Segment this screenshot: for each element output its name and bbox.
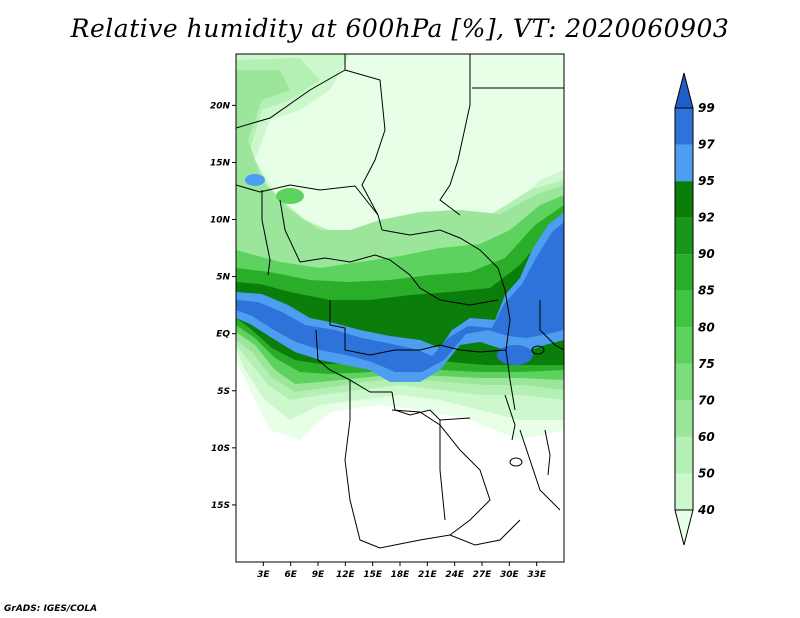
colorbar-outline bbox=[674, 107, 694, 511]
colorbar-level-label: 75 bbox=[698, 357, 715, 371]
colorbar: 40 50 60 70 75 80 85 90 92 95 97 99 bbox=[674, 72, 715, 546]
lon-tick-label: 30E bbox=[500, 570, 520, 580]
lon-tick-label: 6E bbox=[284, 570, 297, 580]
lat-tick-label: 5S bbox=[217, 387, 230, 397]
colorbar-level-label: 95 bbox=[698, 174, 715, 188]
footer-credit: GrADS: IGES/COLA bbox=[4, 604, 98, 614]
colorbar-upper-triangle bbox=[674, 72, 694, 109]
lon-tick-label: 15E bbox=[363, 570, 383, 580]
colorbar-level-label: 40 bbox=[697, 503, 715, 517]
colorbar-segment bbox=[675, 144, 693, 182]
colorbar-segment bbox=[675, 473, 693, 510]
colorbar-segment bbox=[675, 436, 693, 474]
latitude-axis: 20N 15N 10N 5N EQ 5S 10S 15S bbox=[210, 101, 236, 511]
longitude-axis: 3E 6E 9E 12E 15E 18E 21E 24E 27E 30E 33E bbox=[257, 562, 547, 580]
colorbar-level-label: 70 bbox=[698, 393, 715, 407]
colorbar-segment bbox=[675, 217, 693, 255]
humidity-field bbox=[236, 54, 564, 562]
humidity-blob bbox=[245, 174, 265, 186]
lon-tick-label: 24E bbox=[445, 570, 465, 580]
colorbar-lower-triangle bbox=[674, 509, 694, 546]
country-borders bbox=[236, 54, 564, 549]
colorbar-segment bbox=[675, 181, 693, 218]
lat-tick-label: 15N bbox=[210, 158, 231, 168]
lon-tick-label: 3E bbox=[257, 570, 270, 580]
lat-tick-label: 20N bbox=[210, 101, 231, 111]
colorbar-level-label: 90 bbox=[698, 247, 715, 261]
colorbar-segment bbox=[675, 290, 693, 328]
colorbar-segment bbox=[675, 108, 693, 145]
colorbar-level-label: 50 bbox=[698, 466, 715, 480]
colorbar-level-label: 99 bbox=[698, 101, 715, 115]
colorbar-segment bbox=[675, 254, 693, 291]
lon-tick-label: 9E bbox=[312, 570, 325, 580]
lakes bbox=[504, 345, 551, 476]
lat-tick-label: 5N bbox=[216, 273, 230, 283]
lon-tick-label: 12E bbox=[336, 570, 356, 580]
colorbar-level-label: 85 bbox=[698, 284, 715, 298]
lon-tick-label: 21E bbox=[418, 570, 438, 580]
colorbar-segment bbox=[675, 400, 693, 437]
colorbar-level-label: 80 bbox=[698, 320, 715, 334]
lat-tick-label: 10N bbox=[210, 216, 231, 226]
lat-tick-label: 10S bbox=[211, 444, 230, 454]
humidity-blob bbox=[276, 188, 304, 204]
lat-tick-label: 15S bbox=[211, 501, 230, 511]
colorbar-segment bbox=[675, 363, 693, 401]
lon-tick-label: 27E bbox=[473, 570, 493, 580]
colorbar-level-label: 92 bbox=[698, 211, 715, 225]
lat-tick-label: EQ bbox=[216, 330, 230, 340]
map-title: Relative humidity at 600hPa [%], VT: 202… bbox=[70, 14, 730, 43]
lon-tick-label: 18E bbox=[391, 570, 411, 580]
colorbar-segment bbox=[675, 327, 693, 364]
humidity-region-99 bbox=[236, 222, 564, 372]
colorbar-level-label: 97 bbox=[698, 138, 715, 152]
humidity-blob bbox=[497, 345, 533, 365]
lon-tick-label: 33E bbox=[527, 570, 547, 580]
colorbar-level-label: 60 bbox=[698, 430, 715, 444]
